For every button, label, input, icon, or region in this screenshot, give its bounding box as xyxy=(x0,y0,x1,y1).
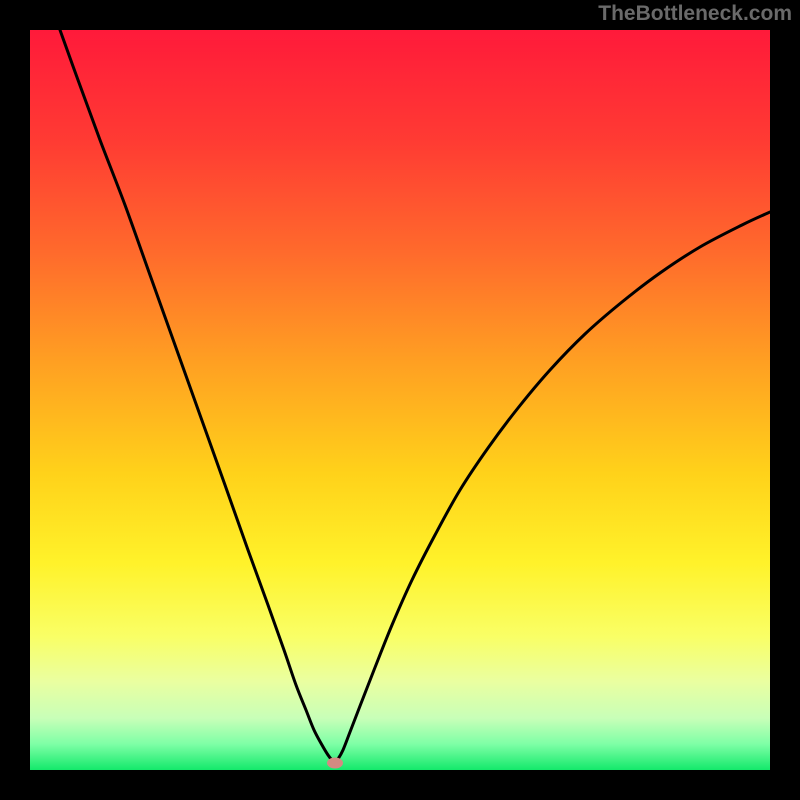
plot-area xyxy=(30,30,770,770)
minimum-marker xyxy=(327,758,343,769)
chart-container: TheBottleneck.com xyxy=(0,0,800,800)
bottleneck-curve xyxy=(30,30,770,770)
watermark-text: TheBottleneck.com xyxy=(598,2,792,26)
